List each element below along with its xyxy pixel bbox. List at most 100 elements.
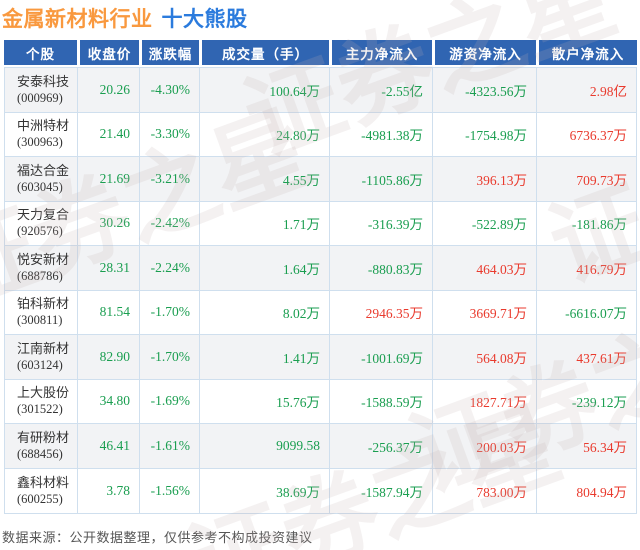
stock-name-cell: 有研粉材 (688456) xyxy=(5,424,78,468)
close-price-cell: 20.26 xyxy=(78,68,140,112)
table-row: 安泰科技 (000969) 20.26 -4.30% 100.64万 -2.55… xyxy=(5,68,636,113)
stock-name-cell: 上大股份 (301522) xyxy=(5,379,78,423)
stock-name-cell: 铂科新材 (300811) xyxy=(5,290,78,334)
stock-name-cell: 福达合金 (603045) xyxy=(5,157,78,201)
column-header-volume: 成交量（手） xyxy=(199,40,329,65)
main-inflow-cell: -1001.69万 xyxy=(330,335,433,379)
stock-name: 鑫科材料 xyxy=(17,474,70,490)
change-pct-cell: -3.30% xyxy=(140,112,200,156)
stock-name-cell: 中洲特材 (300963) xyxy=(5,112,78,156)
change-pct-cell: -1.69% xyxy=(140,379,200,423)
close-price-cell: 82.90 xyxy=(78,335,140,379)
change-pct-cell: -3.21% xyxy=(140,157,200,201)
volume-cell: 1.41万 xyxy=(200,335,330,379)
close-price-cell: 30.26 xyxy=(78,201,140,245)
close-price-cell: 46.41 xyxy=(78,424,140,468)
table-row: 上大股份 (301522) 34.80 -1.69% 15.76万 -1588.… xyxy=(5,379,636,424)
stock-name: 有研粉材 xyxy=(17,429,70,445)
stock-code: (688456) xyxy=(17,446,63,461)
stock-code: (301522) xyxy=(17,402,63,417)
stock-code: (603124) xyxy=(17,357,63,372)
hotmoney-inflow-cell: 3669.71万 xyxy=(433,290,537,334)
stock-name: 悦安新材 xyxy=(17,251,70,267)
volume-cell: 100.64万 xyxy=(200,68,330,112)
main-inflow-cell: 2946.35万 xyxy=(330,290,433,334)
column-header-stock: 个股 xyxy=(4,40,77,65)
main-inflow-cell: -256.37万 xyxy=(330,424,433,468)
main-inflow-cell: -316.39万 xyxy=(330,201,433,245)
stock-name: 铂科新材 xyxy=(17,296,70,312)
main-inflow-cell: -880.83万 xyxy=(330,246,433,290)
page-title: 金属新材料行业 十大熊股 xyxy=(2,3,248,33)
hotmoney-inflow-cell: -4323.56万 xyxy=(433,68,537,112)
volume-cell: 9099.58 xyxy=(200,424,330,468)
retail-inflow-cell: -6616.07万 xyxy=(565,306,627,322)
change-pct-cell: -2.24% xyxy=(140,246,200,290)
retail-inflow-cell: 56.34万 xyxy=(583,439,627,455)
volume-cell: 15.76万 xyxy=(200,379,330,423)
change-pct-cell: -1.56% xyxy=(140,468,200,513)
table-row: 天力复合 (920576) 30.26 -2.42% 1.71万 -316.39… xyxy=(5,201,636,246)
column-header-close: 收盘价 xyxy=(77,40,139,65)
main-inflow-cell: -4981.38万 xyxy=(330,112,433,156)
volume-cell: 1.64万 xyxy=(200,246,330,290)
stock-name-cell: 鑫科材料 (600255) xyxy=(5,468,78,513)
retail-inflow-cell: 437.61万 xyxy=(576,350,627,366)
change-pct-cell: -1.70% xyxy=(140,290,200,334)
table-row: 有研粉材 (688456) 46.41 -1.61% 9099.58 -256.… xyxy=(5,424,636,469)
hotmoney-inflow-cell: -1754.98万 xyxy=(433,112,537,156)
table-row: 江南新材 (603124) 82.90 -1.70% 1.41万 -1001.6… xyxy=(5,335,636,380)
stock-name: 福达合金 xyxy=(17,162,70,178)
change-pct-cell: -1.70% xyxy=(140,335,200,379)
hotmoney-inflow-cell: 396.13万 xyxy=(433,157,537,201)
close-price-cell: 3.78 xyxy=(78,468,140,513)
table-body: 安泰科技 (000969) 20.26 -4.30% 100.64万 -2.55… xyxy=(4,67,637,514)
volume-cell: 8.02万 xyxy=(200,290,330,334)
column-header-main-inflow: 主力净流入 xyxy=(329,40,432,65)
table-header-row: 个股 收盘价 涨跌幅 成交量（手） 主力净流入 游资净流入 散户净流入 xyxy=(4,40,637,65)
stock-code: (000969) xyxy=(17,90,63,105)
stock-code: (920576) xyxy=(17,224,63,239)
volume-cell: 1.71万 xyxy=(200,201,330,245)
hotmoney-inflow-cell: 200.03万 xyxy=(433,424,537,468)
hotmoney-inflow-cell: 1827.71万 xyxy=(433,379,537,423)
stock-name-cell: 天力复合 (920576) xyxy=(5,201,78,245)
table-row: 中洲特材 (300963) 21.40 -3.30% 24.80万 -4981.… xyxy=(5,112,636,157)
title-suffix: 十大熊股 xyxy=(161,8,248,31)
stocks-table: 个股 收盘价 涨跌幅 成交量（手） 主力净流入 游资净流入 散户净流入 安泰科技… xyxy=(4,40,637,514)
stock-code: (603045) xyxy=(17,179,63,194)
stock-code: (300811) xyxy=(17,313,63,328)
stock-code: (688786) xyxy=(17,268,63,283)
column-header-retail-inflow: 散户净流入 xyxy=(536,40,637,65)
change-pct-cell: -1.61% xyxy=(140,424,200,468)
close-price-cell: 81.54 xyxy=(78,290,140,334)
change-pct-cell: -2.42% xyxy=(140,201,200,245)
main-inflow-cell: -1587.94万 xyxy=(330,468,433,513)
stock-name: 江南新材 xyxy=(17,340,70,356)
stock-name-cell: 悦安新材 (688786) xyxy=(5,246,78,290)
volume-cell: 38.69万 xyxy=(200,468,330,513)
retail-inflow-cell: 709.73万 xyxy=(576,172,627,188)
hotmoney-inflow-cell: 464.03万 xyxy=(433,246,537,290)
retail-inflow-cell: -181.86万 xyxy=(571,217,627,233)
stock-name: 天力复合 xyxy=(17,207,70,223)
close-price-cell: 21.69 xyxy=(78,157,140,201)
main-inflow-cell: -2.55亿 xyxy=(330,68,433,112)
title-industry: 金属新材料行业 xyxy=(2,8,153,31)
table-row: 悦安新材 (688786) 28.31 -2.24% 1.64万 -880.83… xyxy=(5,246,636,291)
stock-name: 上大股份 xyxy=(17,385,70,401)
column-header-hotmoney-inflow: 游资净流入 xyxy=(432,40,536,65)
retail-inflow-cell: 2.98亿 xyxy=(589,83,627,99)
stock-name: 安泰科技 xyxy=(17,73,70,89)
stock-code: (300963) xyxy=(17,135,63,150)
close-price-cell: 21.40 xyxy=(78,112,140,156)
table-row: 铂科新材 (300811) 81.54 -1.70% 8.02万 2946.35… xyxy=(5,290,636,335)
column-header-change: 涨跌幅 xyxy=(139,40,199,65)
data-source-note: 数据来源：公开数据整理，仅供参考不构成投资建议 xyxy=(2,530,313,545)
retail-inflow-cell: 6736.37万 xyxy=(569,128,627,144)
stock-name: 中洲特材 xyxy=(17,118,70,134)
close-price-cell: 28.31 xyxy=(78,246,140,290)
main-inflow-cell: -1105.86万 xyxy=(330,157,433,201)
hotmoney-inflow-cell: 564.08万 xyxy=(433,335,537,379)
